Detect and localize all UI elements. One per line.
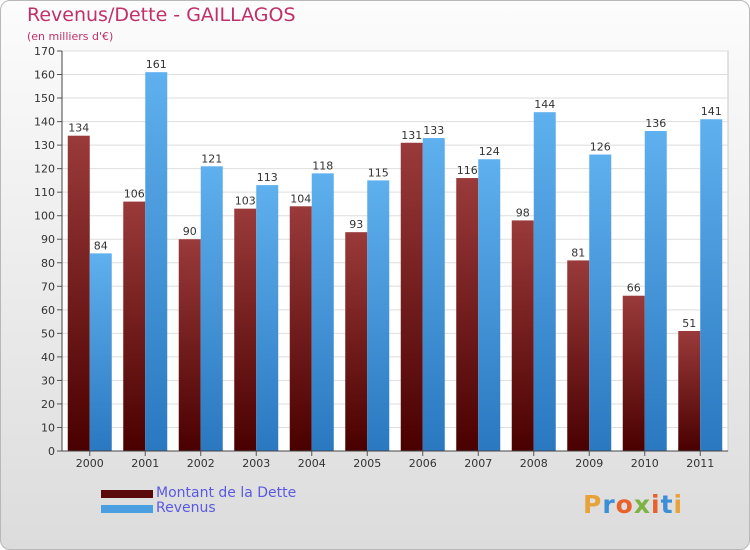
y-tick-label: 70	[41, 280, 55, 293]
bar-revenus	[200, 166, 223, 451]
logo-letter: i	[673, 490, 684, 519]
data-label-dette: 103	[235, 195, 256, 208]
bar-dette	[67, 135, 90, 452]
y-tick-label: 100	[34, 210, 55, 223]
data-label-revenus: 144	[534, 98, 555, 111]
y-tick-label: 170	[34, 45, 55, 58]
bar-dette	[234, 208, 257, 451]
x-tick-label: 2010	[631, 457, 659, 470]
bar-revenus	[311, 173, 334, 451]
data-label-revenus: 161	[146, 58, 167, 71]
bar-revenus	[145, 72, 168, 452]
plot-area	[61, 50, 729, 452]
data-label-dette: 104	[290, 192, 311, 205]
y-tick-label: 30	[41, 374, 55, 387]
y-tick-label: 60	[41, 304, 55, 317]
data-label-dette: 51	[682, 317, 696, 330]
x-tick-label: 2008	[520, 457, 548, 470]
bar-dette	[123, 201, 146, 451]
x-tick-label: 2004	[298, 457, 326, 470]
legend-label-revenus: Revenus	[156, 500, 216, 516]
logo-letter: i	[651, 490, 661, 519]
data-label-revenus: 121	[201, 152, 222, 165]
bar-dette	[289, 206, 312, 451]
logo-letter: x	[633, 490, 651, 519]
x-tick-label: 2002	[187, 457, 215, 470]
data-label-revenus: 133	[423, 124, 444, 137]
y-tick-label: 90	[41, 233, 55, 246]
x-tick-label: 2003	[242, 457, 270, 470]
logo-letter: t	[660, 490, 674, 519]
data-label-revenus: 84	[94, 239, 108, 252]
bar-dette	[456, 178, 479, 451]
y-tick-label: 120	[34, 163, 55, 176]
y-tick-label: 130	[34, 139, 55, 152]
bar-revenus	[256, 185, 279, 451]
bar-revenus	[644, 131, 667, 451]
bar-dette	[400, 142, 423, 451]
bar-dette	[345, 232, 368, 451]
y-tick-label: 150	[34, 92, 55, 105]
bar-revenus	[700, 119, 723, 451]
data-label-dette: 81	[571, 246, 585, 259]
y-tick-label: 20	[41, 398, 55, 411]
bar-revenus	[422, 138, 445, 451]
bar-revenus	[89, 253, 112, 451]
y-tick-label: 160	[34, 69, 55, 82]
y-tick-label: 10	[41, 421, 55, 434]
legend-label-debt: Montant de la Dette	[156, 485, 297, 501]
data-label-dette: 116	[457, 164, 478, 177]
bar-revenus	[367, 180, 390, 452]
legend-swatch-revenus	[101, 505, 153, 513]
y-tick-label: 80	[41, 257, 55, 270]
data-label-revenus: 113	[257, 171, 278, 184]
y-tick-label: 0	[48, 445, 55, 458]
data-label-revenus: 118	[312, 159, 333, 172]
data-label-revenus: 136	[645, 117, 666, 130]
data-label-revenus: 126	[590, 141, 611, 154]
data-label-revenus: 141	[701, 105, 722, 118]
x-tick-label: 2011	[686, 457, 714, 470]
logo-letter: P	[583, 490, 603, 519]
chart-subtitle: (en milliers d'€)	[27, 30, 114, 43]
bar-dette	[622, 295, 645, 451]
bar-dette	[511, 220, 534, 451]
bar-revenus	[589, 154, 612, 451]
data-label-revenus: 115	[368, 166, 389, 179]
data-label-dette: 134	[68, 122, 89, 135]
bar-revenus	[478, 159, 501, 451]
x-tick-label: 2005	[353, 457, 381, 470]
data-label-dette: 131	[401, 129, 422, 142]
logo-letter: o	[615, 490, 634, 519]
bar-dette	[678, 331, 701, 451]
bar-revenus	[533, 112, 556, 452]
data-label-dette: 106	[124, 188, 145, 201]
bar-dette	[178, 239, 201, 451]
data-label-revenus: 124	[479, 145, 500, 158]
data-label-dette: 98	[516, 206, 530, 219]
y-tick-label: 140	[34, 116, 55, 129]
logo-letter: r	[602, 490, 616, 519]
data-label-dette: 90	[183, 225, 197, 238]
chart-title: Revenus/Dette - GAILLAGOS	[27, 4, 296, 26]
data-label-dette: 66	[627, 282, 641, 295]
y-tick-label: 40	[41, 351, 55, 364]
x-tick-label: 2006	[409, 457, 437, 470]
x-tick-label: 2001	[131, 457, 159, 470]
x-tick-label: 2009	[575, 457, 603, 470]
legend-swatch-debt	[101, 490, 153, 498]
x-tick-label: 2007	[464, 457, 492, 470]
proxiti-logo: Proxiti	[583, 490, 683, 519]
y-tick-label: 50	[41, 327, 55, 340]
bar-dette	[567, 260, 590, 451]
data-label-dette: 93	[349, 218, 363, 231]
x-tick-label: 2000	[76, 457, 104, 470]
y-tick-label: 110	[34, 186, 55, 199]
